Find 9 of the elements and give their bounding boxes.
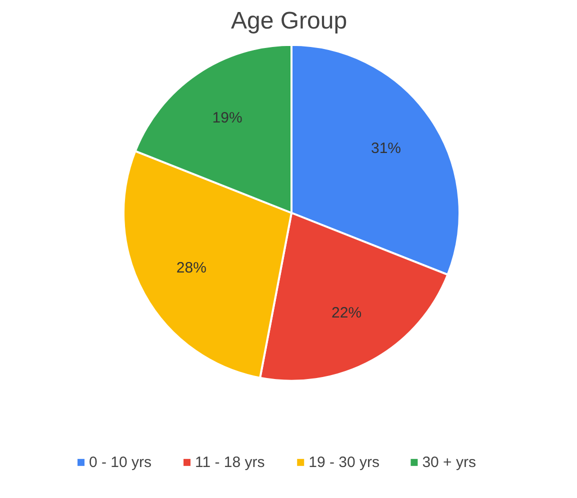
legend-label: 30 + yrs — [422, 454, 476, 471]
legend-label: 0 - 10 yrs — [89, 454, 152, 471]
data-label: 31% — [370, 140, 402, 158]
chart-title: Age Group — [230, 8, 348, 34]
legend-label: 19 - 30 yrs — [308, 454, 380, 471]
data-label: 22% — [332, 304, 362, 322]
legend-label: 11 - 18 yrs — [195, 454, 265, 471]
data-label: 28% — [176, 260, 206, 277]
data-label: 19% — [212, 110, 242, 127]
